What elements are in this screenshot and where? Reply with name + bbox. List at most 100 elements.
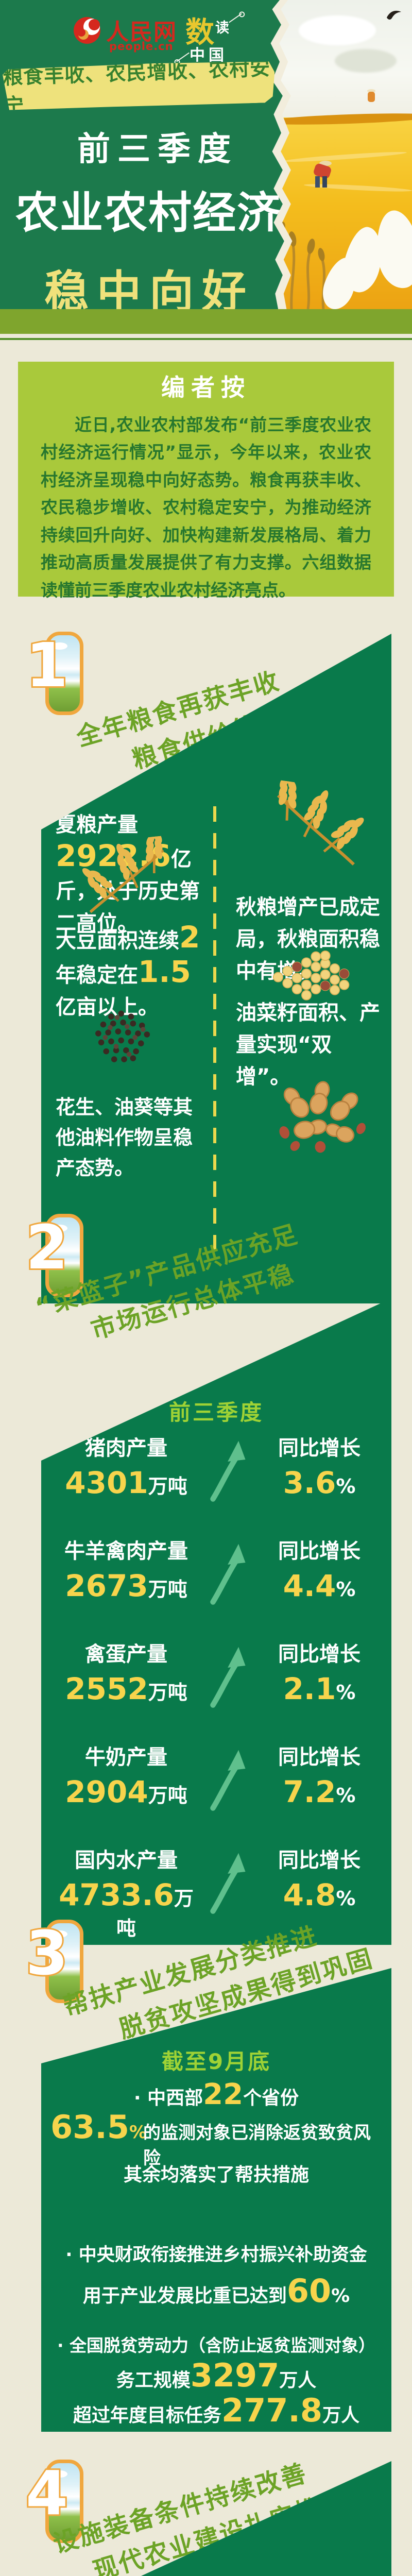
wheat-icon: [253, 778, 381, 871]
labor-bullet-line2: 务工规模3297万人: [41, 2360, 391, 2392]
period-label: 前三季度: [168, 1400, 264, 1425]
badge-window: [45, 1920, 83, 2003]
stat-unit: 万吨: [116, 1887, 194, 1940]
peanut-sunflower-text: 花生、油葵等其他油料作物呈稳产态势。: [56, 1092, 211, 1183]
highlight-number: 1.5: [138, 954, 191, 989]
people-cn-logo: 人民网 people.cn 数 读 中国: [73, 12, 243, 64]
stat-row-eggs: 禽蛋产量 2552万吨 同比增长 2.1%: [52, 1637, 381, 1727]
badge-number: 3: [24, 1918, 70, 1989]
stat-value: 4301: [65, 1465, 148, 1500]
funds-bullet-line2: 用于产业发展比重已达到60%: [41, 2275, 391, 2308]
text-seg: 年稳定在: [56, 963, 138, 987]
badge-window: [45, 2460, 83, 2543]
rapeseed-cluster-icon: [80, 1005, 167, 1074]
stat-left: 猪肉产量 4301万吨: [52, 1431, 201, 1500]
slogan-highlight-band: 粮食丰收、农民增收、农村安宁: [3, 59, 276, 112]
badge-window: [45, 632, 83, 715]
badge-cloud: [52, 2470, 67, 2478]
stat-row-beef-mutton-poultry: 牛羊禽肉产量 2673万吨 同比增长 4.4%: [52, 1534, 381, 1624]
section-2-panel: 前三季度 猪肉产量 4301万吨 同比增长 3.6% 牛羊禽肉产量 2673万吨…: [41, 1298, 391, 1945]
cloud-shape: [299, 15, 376, 45]
text-seg: 万人: [322, 2405, 360, 2426]
stat-label: 牛羊禽肉产量: [64, 1539, 188, 1563]
growth-value: 3.6: [283, 1465, 336, 1500]
growth-arrow-icon: [207, 1540, 251, 1607]
hero-title-line1: 前三季度: [77, 130, 238, 168]
text-seg: 务工规模: [116, 2370, 191, 2391]
growth-unit: %: [336, 1681, 356, 1704]
growth-label: 同比增长: [278, 1539, 360, 1563]
farmer-leg: [322, 176, 327, 188]
rapeseed-double-increase-text: 油菜籽面积、产量实现“双增”。: [236, 997, 380, 1093]
editor-note-body: 近日,农业农村部发布“前三季度农业农村经济运行情况”显示，今年以来，农业农村经济…: [41, 415, 371, 600]
stat-unit: 万吨: [148, 1681, 187, 1704]
editor-note-title: 编者按: [161, 374, 251, 401]
highlight-number: 2: [179, 920, 200, 955]
olive-divider-band: [0, 309, 412, 334]
editor-note-box: 编者按 近日,农业农村部发布“前三季度农业农村经济运行情况”显示，今年以来，农业…: [18, 362, 394, 600]
pin-icon: [176, 52, 190, 62]
peanut-cluster-icon: [265, 1074, 373, 1157]
highlight-number: 22: [203, 2078, 244, 2111]
soybean-area-text: 大豆面积连续2 年稳定在1.5 亿亩以上。: [56, 922, 211, 1023]
stat-right: 同比增长 4.8%: [258, 1843, 381, 1912]
logo-text-en: people.cn: [109, 40, 174, 53]
soybean-cluster-icon: [263, 951, 360, 1002]
stat-row-pork: 猪肉产量 4301万吨 同比增长 3.6%: [52, 1431, 381, 1521]
cloud-shape: [335, 49, 397, 73]
highlight-number: 63.5: [50, 2108, 129, 2146]
stat-value: 2673: [65, 1568, 148, 1603]
badge-number: 1: [24, 630, 70, 701]
growth-arrow-icon: [207, 1747, 251, 1814]
text-seg: 个省份: [243, 2088, 299, 2109]
badge-number: 4: [24, 2458, 70, 2529]
growth-label: 同比增长: [278, 1745, 360, 1769]
section-4-badge: 4: [24, 2458, 92, 2543]
stat-left: 牛奶产量 2904万吨: [52, 1740, 201, 1809]
growth-value: 2.1: [283, 1671, 336, 1706]
poverty-percent: 63.5%: [50, 2108, 147, 2146]
badge-window: [45, 1214, 83, 1297]
funds-bullet-line1: · 中央财政衔接推进乡村振兴补助资金: [65, 2245, 367, 2265]
stat-left: 牛羊禽肉产量 2673万吨: [52, 1534, 201, 1603]
highlight-number: 277.8: [221, 2392, 323, 2429]
logo-text-cn: 人民网: [106, 19, 177, 45]
bird-icon: [385, 8, 404, 22]
date-label: 截至9月底: [161, 2049, 271, 2074]
text-seg: 超过年度目标任务: [73, 2405, 221, 2426]
stat-label: 牛奶产量: [85, 1745, 167, 1769]
growth-unit: %: [336, 1887, 356, 1910]
stat-label: 禽蛋产量: [85, 1642, 167, 1666]
section-3-badge: 3: [24, 1918, 92, 2003]
farmer-leg: [315, 176, 320, 188]
stat-label: 国内水产量: [75, 1849, 178, 1872]
highlight-number: 3297: [190, 2357, 280, 2394]
straw-hat: [367, 89, 375, 93]
dashed-divider: [213, 806, 216, 1260]
stat-left: 禽蛋产量 2552万吨: [52, 1637, 201, 1706]
growth-label: 同比增长: [278, 1436, 360, 1460]
stat-right: 同比增长 2.1%: [258, 1637, 381, 1706]
hero-banner: 人民网 people.cn 数 读 中国 粮食丰收、农民增收、农村安宁 前三季度…: [0, 0, 412, 318]
stat-right: 同比增长 3.6%: [258, 1431, 381, 1500]
text-seg: 花生、油葵等其他油料作物呈稳产态势。: [56, 1096, 193, 1179]
text-seg: %: [331, 2285, 350, 2307]
growth-unit: %: [336, 1784, 356, 1807]
growth-label: 同比增长: [278, 1849, 360, 1872]
section-2-badge: 2: [24, 1212, 92, 1297]
badge-cloud: [52, 642, 67, 650]
highlight-number: 60: [286, 2272, 332, 2310]
growth-value: 7.2: [283, 1774, 336, 1809]
growth-label: 同比增长: [278, 1642, 360, 1666]
text-seg: · 中西部: [133, 2088, 203, 2109]
wheat-field-illustration: [279, 0, 412, 309]
growth-value: 4.4: [283, 1568, 336, 1603]
percent-unit: %: [129, 2122, 147, 2143]
stat-right: 同比增长 4.4%: [258, 1534, 381, 1603]
growth-unit: %: [336, 1475, 356, 1498]
separator-line: [0, 338, 412, 340]
stat-label: 猪肉产量: [85, 1436, 167, 1460]
stat-value: 2904: [65, 1774, 148, 1809]
labor-bullet-line1: · 全国脱贫劳动力（含防止返贫监测对象）: [57, 2335, 376, 2355]
stat-row-milk: 牛奶产量 2904万吨 同比增长 7.2%: [52, 1740, 381, 1831]
